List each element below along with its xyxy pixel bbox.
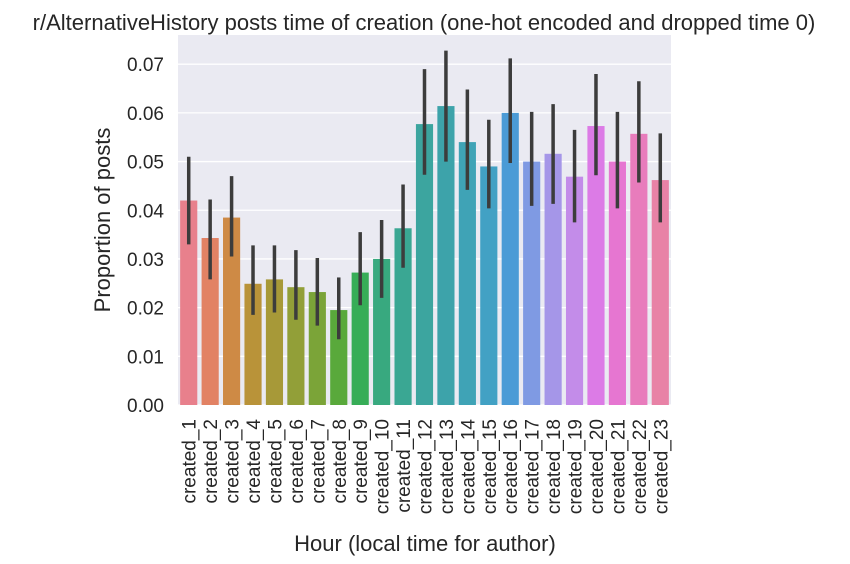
bar (480, 166, 498, 405)
y-tick-label: 0.05 (127, 153, 164, 174)
x-tick-label: created_21 (608, 419, 629, 514)
x-tick-label: created_6 (287, 419, 308, 504)
x-tick-label: created_22 (630, 419, 651, 514)
y-tick-labels: 0.00 0.01 0.02 0.03 0.04 0.05 0.06 0.07 (127, 55, 164, 417)
x-tick-label: created_15 (480, 419, 501, 514)
bar (565, 176, 584, 405)
x-tick-label: created_4 (244, 419, 265, 504)
y-tick-label: 0.00 (127, 396, 164, 417)
x-tick-label: created_18 (544, 419, 565, 514)
x-tick-label: created_9 (351, 419, 372, 504)
bar (351, 272, 369, 405)
x-tick-labels: created_1 created_2 created_3 created_4 crea… (180, 419, 673, 515)
x-tick-label: created_11 (394, 419, 415, 513)
y-axis-label: Proportion of posts (90, 128, 115, 313)
y-tick-label: 0.01 (127, 347, 164, 368)
bar (608, 161, 626, 405)
x-tick-label: created_23 (651, 419, 672, 514)
bar (651, 180, 669, 405)
y-tick-label: 0.04 (127, 201, 164, 222)
bar (415, 124, 434, 405)
bar (394, 228, 412, 405)
y-tick-label: 0.02 (127, 299, 164, 320)
x-tick-label: created_3 (223, 419, 244, 504)
y-tick-label: 0.06 (127, 104, 164, 125)
y-tick-label: 0.07 (127, 55, 164, 76)
x-axis-label: Hour (local time for author) (294, 531, 556, 556)
bar (458, 142, 476, 405)
bar (523, 161, 541, 405)
x-tick-label: created_7 (308, 419, 329, 504)
chart-title: r/AlternativeHistory posts time of creat… (33, 10, 816, 35)
bar (244, 283, 262, 405)
x-tick-label: created_16 (501, 419, 522, 514)
bar (265, 279, 284, 405)
x-tick-label: created_19 (566, 419, 587, 514)
bars (180, 106, 669, 405)
bar (630, 133, 648, 405)
x-tick-label: created_14 (458, 419, 479, 515)
x-tick-label: created_12 (416, 419, 437, 514)
x-tick-label: created_2 (201, 419, 222, 504)
x-tick-label: created_13 (437, 419, 458, 514)
error-bars (186, 50, 663, 340)
bar (437, 106, 455, 405)
bar (544, 153, 562, 405)
x-tick-label: created_10 (373, 419, 394, 514)
bar (308, 292, 326, 405)
bar (587, 126, 605, 405)
x-tick-label: created_17 (523, 419, 544, 514)
x-tick-label: created_8 (330, 419, 351, 504)
x-tick-label: created_20 (587, 419, 608, 514)
x-tick-label: created_1 (180, 419, 201, 504)
y-tick-label: 0.03 (127, 250, 164, 271)
x-tick-label: created_5 (265, 419, 286, 504)
bar (223, 217, 241, 405)
bar (330, 310, 348, 405)
bar (373, 258, 391, 405)
bar (501, 112, 519, 405)
bar (287, 287, 305, 405)
bar (201, 238, 219, 405)
bar (180, 200, 198, 405)
